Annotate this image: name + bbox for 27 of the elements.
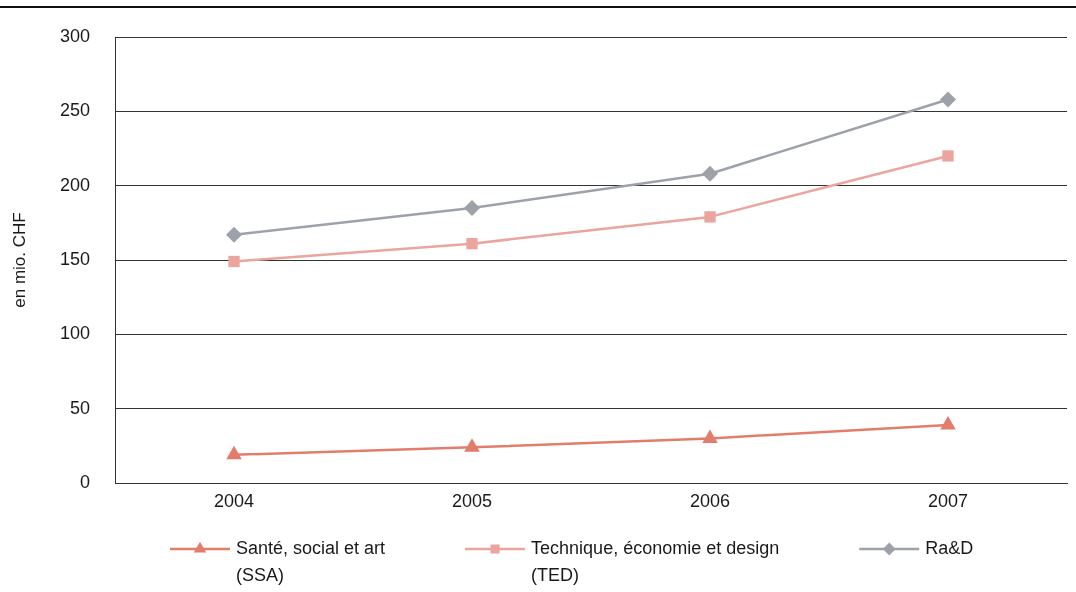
point	[228, 255, 240, 268]
x-tick-label: 2007	[927, 490, 969, 511]
point	[940, 91, 956, 108]
legend-label: Ra&D	[925, 537, 974, 558]
point	[464, 438, 480, 452]
point	[466, 237, 478, 250]
y-tick-label: 250	[59, 100, 90, 121]
point	[940, 416, 956, 430]
point	[942, 150, 954, 162]
point	[226, 445, 242, 460]
point	[702, 165, 718, 182]
legend-label: Technique, économie et design (TED)	[531, 537, 780, 585]
y-tick-label: 300	[59, 25, 90, 46]
y-tick-label: 50	[69, 397, 90, 418]
point	[702, 429, 718, 443]
legend-label: Santé, social et art (SSA)	[236, 537, 386, 585]
y-tick-label: 0	[79, 471, 90, 492]
point	[464, 199, 480, 216]
point	[226, 226, 242, 243]
x-tick-label: 2006	[689, 490, 731, 511]
y-axis-title: en mio. CHF	[9, 212, 29, 308]
y-tick-label: 100	[59, 323, 90, 344]
y-tick-label: 150	[59, 248, 90, 269]
point	[704, 211, 716, 223]
y-tick-label: 200	[59, 174, 90, 195]
x-tick-label: 2004	[213, 490, 255, 511]
x-tick-label: 2005	[451, 490, 493, 511]
